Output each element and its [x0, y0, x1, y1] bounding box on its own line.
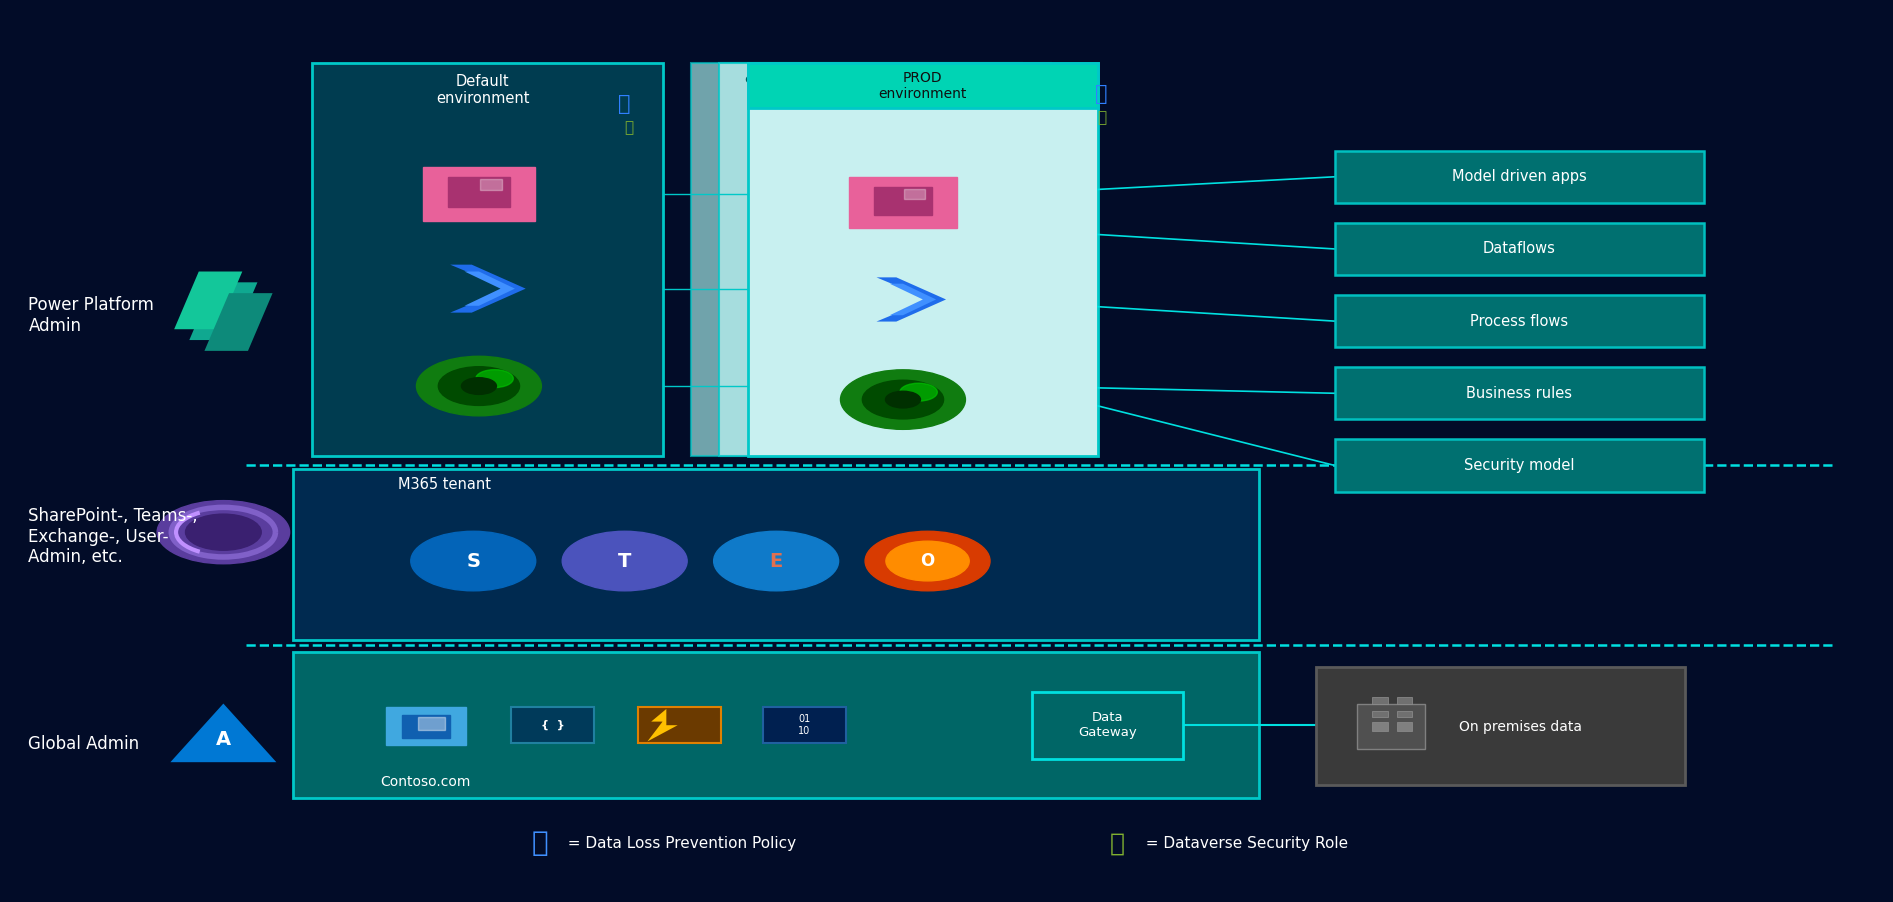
FancyBboxPatch shape — [293, 469, 1259, 640]
FancyBboxPatch shape — [1372, 697, 1388, 704]
FancyBboxPatch shape — [1397, 722, 1412, 731]
Text: E: E — [770, 551, 782, 571]
FancyBboxPatch shape — [691, 63, 1022, 456]
FancyBboxPatch shape — [1372, 711, 1388, 717]
Circle shape — [475, 370, 513, 388]
Text: Process flows: Process flows — [1471, 314, 1567, 328]
Text: 01
10: 01 10 — [799, 714, 810, 736]
Text: {  }: { } — [541, 720, 564, 731]
Text: 🛡: 🛡 — [532, 829, 547, 858]
Polygon shape — [189, 282, 257, 340]
FancyBboxPatch shape — [1335, 151, 1704, 203]
Circle shape — [439, 367, 519, 405]
Text: Power Platform
Admin: Power Platform Admin — [28, 296, 153, 336]
FancyBboxPatch shape — [1335, 295, 1704, 347]
Circle shape — [886, 541, 969, 581]
Text: Global Admin: Global Admin — [28, 735, 140, 753]
Text: Default
environment: Default environment — [435, 74, 530, 106]
Circle shape — [886, 391, 920, 408]
Text: S: S — [466, 551, 481, 571]
FancyBboxPatch shape — [1032, 692, 1183, 759]
Text: 🛡: 🛡 — [619, 94, 630, 114]
Text: Dataflows: Dataflows — [1482, 242, 1556, 256]
FancyBboxPatch shape — [763, 707, 846, 743]
FancyBboxPatch shape — [293, 652, 1259, 798]
Polygon shape — [204, 293, 273, 351]
FancyBboxPatch shape — [1335, 367, 1704, 419]
FancyBboxPatch shape — [1357, 704, 1425, 749]
Circle shape — [186, 514, 261, 550]
Text: A: A — [216, 730, 231, 750]
Polygon shape — [464, 272, 515, 306]
Circle shape — [899, 383, 937, 401]
Polygon shape — [890, 283, 935, 315]
FancyBboxPatch shape — [511, 707, 594, 743]
FancyBboxPatch shape — [1316, 667, 1685, 785]
Text: SharePoint-, Teams-,
Exchange-, User-
Admin, etc.: SharePoint-, Teams-, Exchange-, User- Ad… — [28, 507, 199, 566]
Text: M365 tenant: M365 tenant — [398, 477, 492, 492]
Circle shape — [411, 531, 536, 591]
FancyBboxPatch shape — [312, 63, 663, 456]
Text: T: T — [617, 551, 632, 571]
FancyBboxPatch shape — [748, 63, 1098, 108]
Text: = Dataverse Security Role: = Dataverse Security Role — [1136, 836, 1348, 851]
Circle shape — [863, 381, 943, 419]
Text: Model driven apps: Model driven apps — [1452, 170, 1586, 184]
Circle shape — [865, 531, 990, 591]
Text: Contoso.com: Contoso.com — [380, 775, 471, 789]
Polygon shape — [647, 709, 678, 741]
FancyBboxPatch shape — [1397, 697, 1412, 704]
Text: O: O — [920, 552, 935, 570]
Text: 👤: 👤 — [1109, 832, 1124, 855]
Circle shape — [562, 531, 687, 591]
Text: Security model: Security model — [1463, 458, 1575, 473]
Circle shape — [903, 549, 952, 573]
FancyBboxPatch shape — [748, 63, 1098, 456]
Circle shape — [157, 501, 290, 564]
Polygon shape — [876, 278, 946, 322]
FancyBboxPatch shape — [1335, 439, 1704, 492]
Polygon shape — [174, 272, 242, 329]
Text: Business rules: Business rules — [1467, 386, 1571, 400]
Text: = Data Loss Prevention Policy: = Data Loss Prevention Policy — [558, 836, 797, 851]
Text: PROD
environment: PROD environment — [878, 70, 967, 101]
Text: 👤: 👤 — [1098, 110, 1106, 124]
Text: On premises data: On premises data — [1460, 720, 1581, 734]
Polygon shape — [170, 704, 276, 762]
FancyBboxPatch shape — [719, 63, 1051, 456]
FancyBboxPatch shape — [638, 707, 721, 743]
Circle shape — [840, 370, 965, 429]
Circle shape — [714, 531, 839, 591]
Circle shape — [462, 378, 496, 394]
Polygon shape — [451, 264, 526, 313]
FancyBboxPatch shape — [1372, 722, 1388, 731]
Text: Data
Gateway: Data Gateway — [1077, 711, 1138, 740]
Text: e: e — [744, 73, 752, 86]
Text: 🛡: 🛡 — [1096, 84, 1107, 104]
Text: 👤: 👤 — [625, 121, 632, 135]
Text: e: e — [772, 73, 780, 86]
FancyBboxPatch shape — [1335, 223, 1704, 275]
FancyBboxPatch shape — [1397, 711, 1412, 717]
Circle shape — [416, 356, 541, 416]
